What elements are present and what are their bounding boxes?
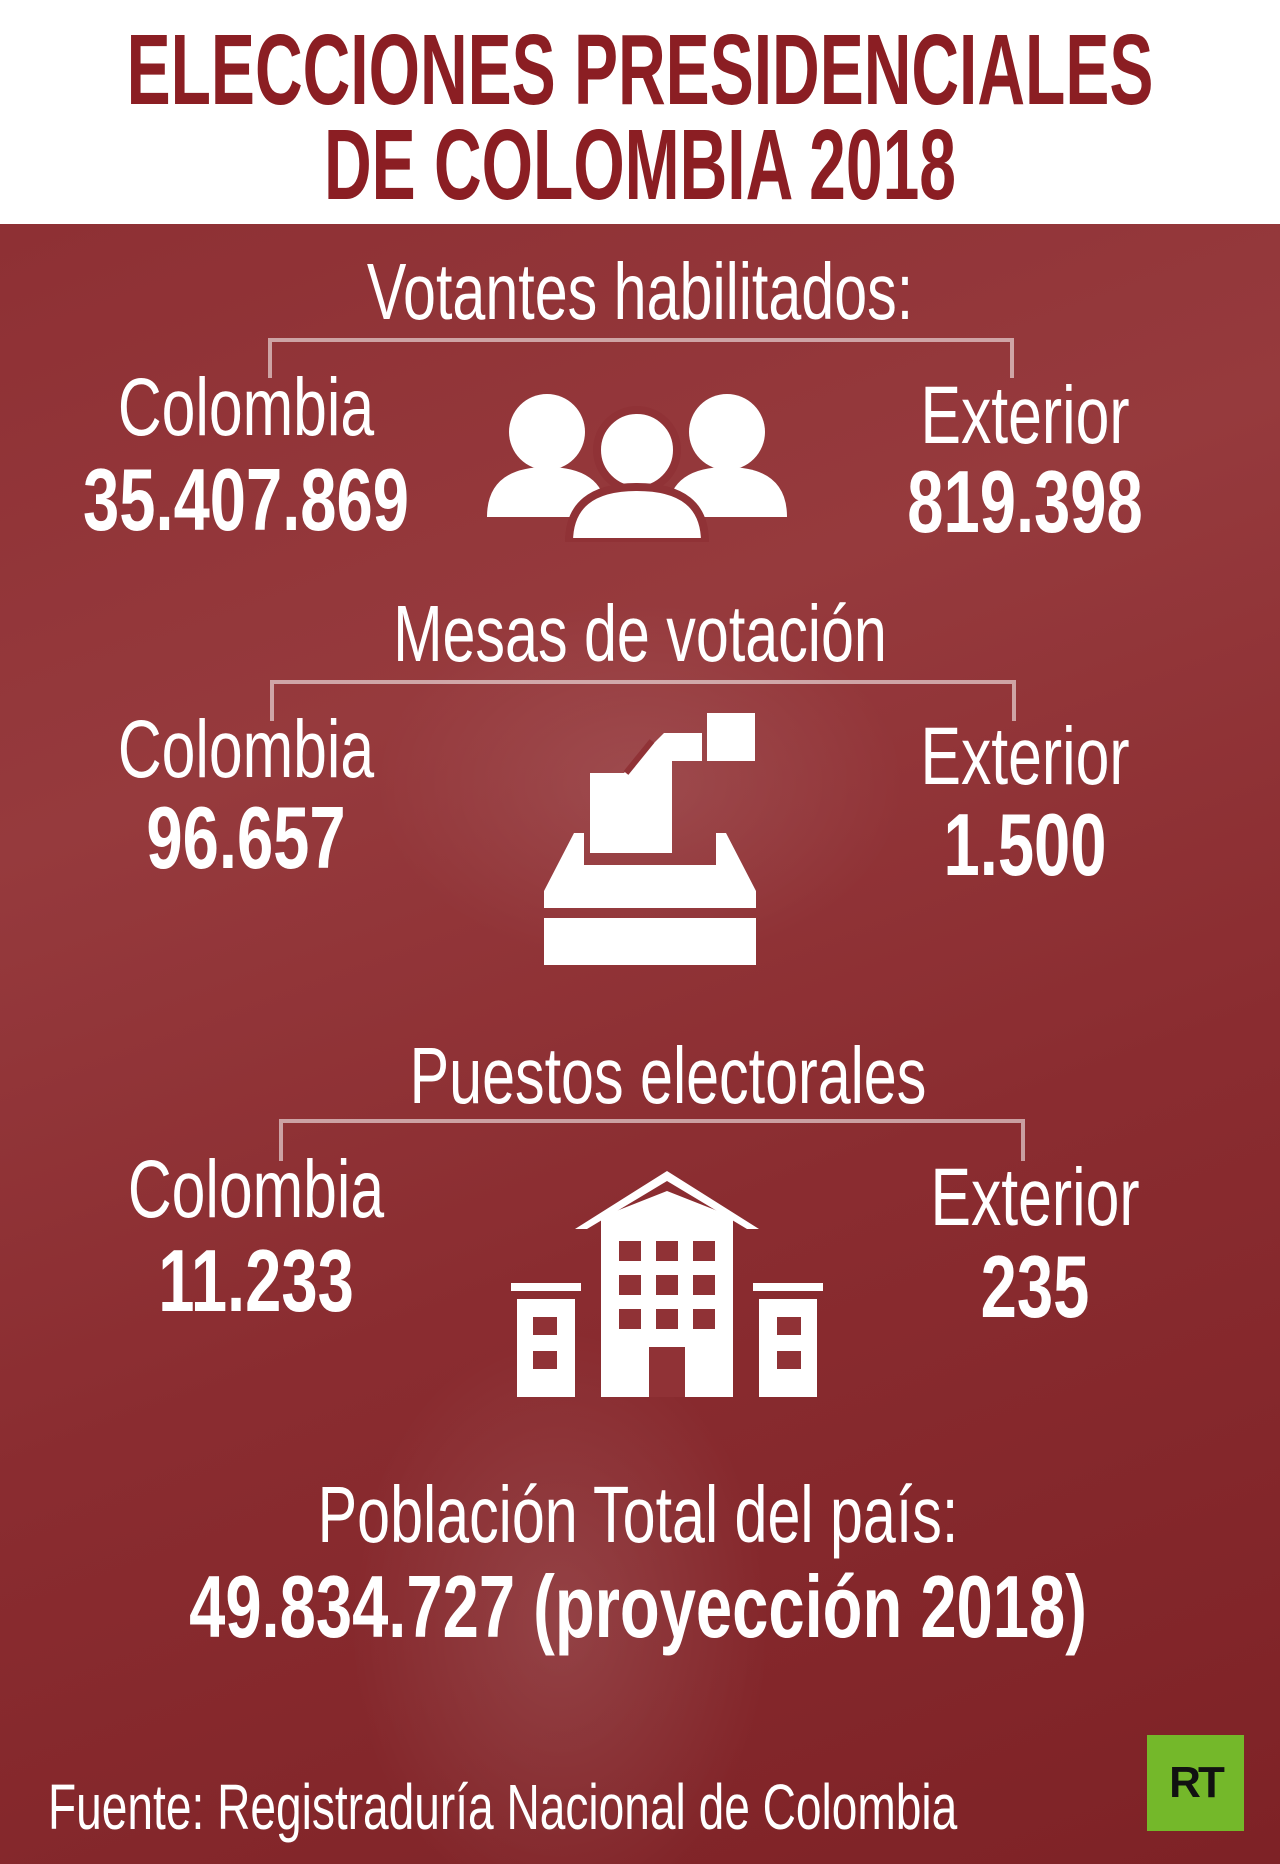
population-label: Población Total del país: xyxy=(317,1470,959,1559)
section-heading-puestos: Puestos electorales xyxy=(409,1031,927,1120)
votantes-colombia-label: Colombia xyxy=(117,362,375,453)
rt-logo-text: RT xyxy=(1169,1758,1225,1807)
building-icon xyxy=(511,1171,823,1397)
title-line-1: ELECCIONES PRESIDENCIALES xyxy=(126,14,1154,126)
header xyxy=(0,0,1280,224)
votantes-colombia-value: 35.407.869 xyxy=(83,450,409,549)
puestos-colombia-value: 11.233 xyxy=(158,1231,354,1330)
population-value: 49.834.727 (proyección 2018) xyxy=(189,1557,1087,1656)
section-heading-mesas: Mesas de votación xyxy=(393,589,887,678)
votantes-exterior-value: 819.398 xyxy=(907,452,1143,551)
mesas-exterior-value: 1.500 xyxy=(943,795,1107,894)
source-note: Fuente: Registraduría Nacional de Colomb… xyxy=(48,1771,958,1843)
votantes-exterior-label: Exterior xyxy=(920,370,1130,461)
mesas-colombia-value: 96.657 xyxy=(146,788,346,887)
bracket-divider xyxy=(279,1119,1025,1161)
mesas-exterior-label: Exterior xyxy=(920,711,1130,802)
puestos-colombia-label: Colombia xyxy=(127,1144,385,1235)
section-heading-votantes: Votantes habilitados: xyxy=(366,247,914,336)
mesas-colombia-label: Colombia xyxy=(117,704,375,795)
bracket-divider xyxy=(268,338,1014,378)
bracket-divider xyxy=(270,680,1016,721)
ballot-box-icon xyxy=(544,713,756,965)
title-line-2: DE COLOMBIA 2018 xyxy=(323,109,957,221)
people-group-icon xyxy=(487,394,787,542)
rt-logo: RT xyxy=(1147,1735,1244,1831)
puestos-exterior-value: 235 xyxy=(980,1237,1090,1336)
puestos-exterior-label: Exterior xyxy=(930,1152,1140,1243)
